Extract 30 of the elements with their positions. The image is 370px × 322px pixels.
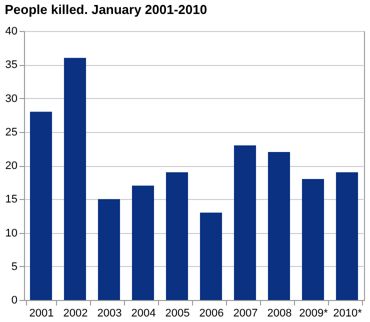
x-tick-label: 2003 bbox=[97, 308, 122, 320]
bar bbox=[132, 186, 154, 300]
bar bbox=[234, 145, 256, 300]
bar bbox=[302, 178, 324, 300]
y-tick-label: 5 bbox=[11, 260, 18, 273]
bar bbox=[336, 172, 358, 300]
bar bbox=[200, 212, 222, 300]
x-tick-label: 2005 bbox=[165, 308, 190, 320]
x-tick-label: 2008 bbox=[267, 308, 292, 320]
y-tick-label: 25 bbox=[5, 126, 18, 138]
bar bbox=[64, 58, 86, 300]
y-tick-label: 10 bbox=[5, 227, 18, 240]
chart-title: People killed. January 2001-2010 bbox=[4, 2, 208, 17]
bar bbox=[268, 152, 290, 300]
y-tick-label: 15 bbox=[5, 194, 18, 206]
bar bbox=[98, 199, 120, 300]
x-tick-label: 2007 bbox=[233, 308, 258, 320]
x-tick-label: 2010* bbox=[333, 308, 363, 320]
x-tick-label: 2001 bbox=[29, 308, 54, 320]
y-tick-label: 35 bbox=[5, 59, 18, 72]
x-tick-label: 2004 bbox=[131, 308, 156, 320]
x-tick-label: 2002 bbox=[63, 308, 88, 320]
bar bbox=[166, 172, 188, 300]
x-tick-label: 2006 bbox=[199, 308, 224, 320]
y-tick-label: 0 bbox=[11, 294, 18, 306]
bar bbox=[30, 112, 52, 300]
y-tick-label: 30 bbox=[5, 92, 18, 105]
y-tick-label: 40 bbox=[5, 26, 18, 38]
x-tick-label: 2009* bbox=[299, 308, 329, 320]
y-tick-label: 20 bbox=[5, 160, 18, 172]
